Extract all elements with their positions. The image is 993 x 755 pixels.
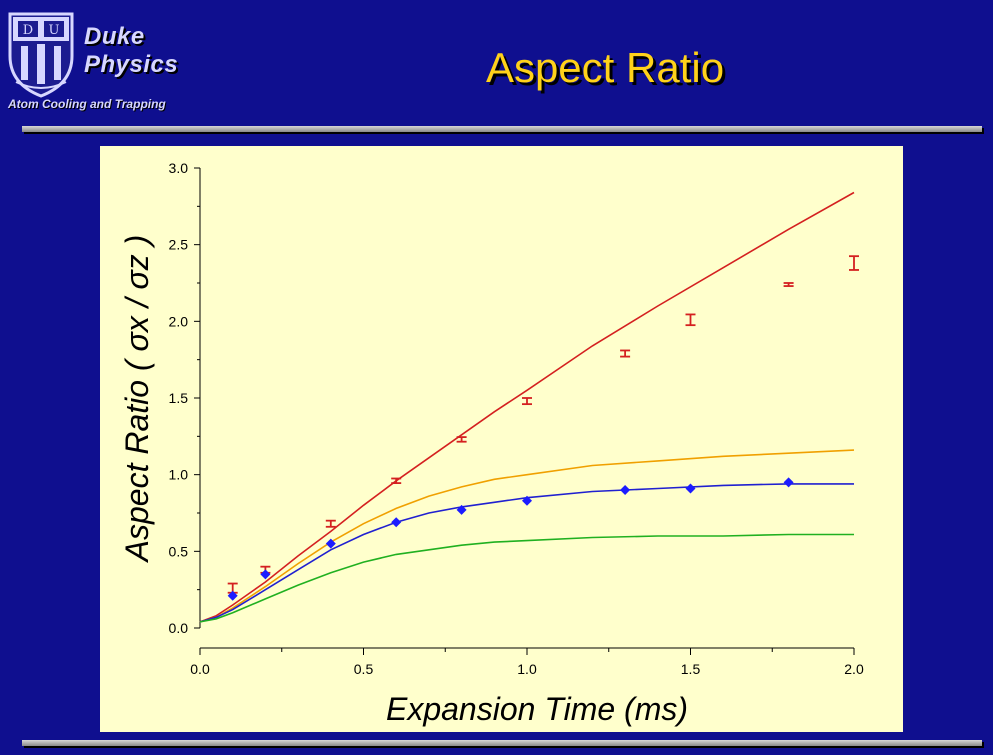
brand-name-line-2: Physics — [84, 51, 179, 78]
data-point-diamond — [325, 538, 336, 549]
model-curve — [199, 191, 855, 623]
data-point-with-error-bar — [391, 477, 402, 485]
data-point-diamond — [620, 485, 631, 495]
x-tick-label: 1.0 — [517, 661, 537, 677]
y-axis-title: Aspect Ratio ( σx / σz ) — [119, 235, 155, 564]
y-tick-label: 1.0 — [169, 467, 189, 483]
y-tick-label: 2.5 — [169, 237, 189, 253]
data-point-diamond — [391, 517, 402, 528]
brand-name-line-1: Duke — [84, 23, 145, 50]
x-tick-label: 0.0 — [190, 661, 210, 677]
data-point-with-error-bar — [685, 313, 696, 327]
x-tick-label: 2.0 — [844, 661, 864, 677]
aspect-ratio-chart: 0.0 0.5 1.0 1.5 2.0 2.5 3.0 0.0 0.5 1.0 1.5 2.0 Expa… — [119, 160, 864, 727]
svg-text:U: U — [49, 23, 60, 38]
data-point-with-error-bar — [522, 397, 532, 406]
header-divider — [22, 126, 982, 132]
data-point-with-error-bar — [849, 255, 859, 271]
slide-title: Aspect Ratio — [485, 44, 725, 91]
data-point-with-error-bar — [325, 519, 336, 528]
x-axis-title: Expansion Time (ms) — [386, 691, 688, 727]
y-tick-label: 2.0 — [169, 313, 189, 329]
model-curve — [199, 533, 854, 623]
data-point-diamond — [685, 483, 696, 494]
duke-chapel-shield-icon: D U — [8, 12, 74, 98]
svg-text:D: D — [23, 23, 33, 38]
x-tick-label: 0.5 — [354, 661, 374, 677]
y-tick-label: 1.5 — [169, 390, 189, 406]
x-tick-label: 1.5 — [681, 661, 701, 677]
footer-divider — [22, 740, 982, 746]
data-point-diamond — [522, 495, 532, 506]
chart-panel: 0.0 0.5 1.0 1.5 2.0 2.5 3.0 0.0 0.5 1.0 1.5 2.0 Expa… — [100, 146, 903, 732]
model-curve — [199, 483, 854, 623]
model-curve — [199, 449, 855, 623]
data-point-with-error-bar — [620, 349, 631, 358]
data-point-diamond — [227, 590, 238, 601]
data-point-diamond — [260, 569, 271, 580]
data-point-with-error-bar — [456, 436, 467, 443]
y-tick-label: 0.5 — [169, 543, 189, 559]
brand-subtitle: Atom Cooling and Trapping — [8, 97, 166, 111]
data-point-diamond — [783, 477, 794, 488]
y-tick-label: 3.0 — [169, 160, 189, 176]
data-point-with-error-bar — [783, 282, 794, 287]
data-point-diamond — [456, 504, 467, 515]
y-tick-label: 0.0 — [169, 620, 189, 636]
